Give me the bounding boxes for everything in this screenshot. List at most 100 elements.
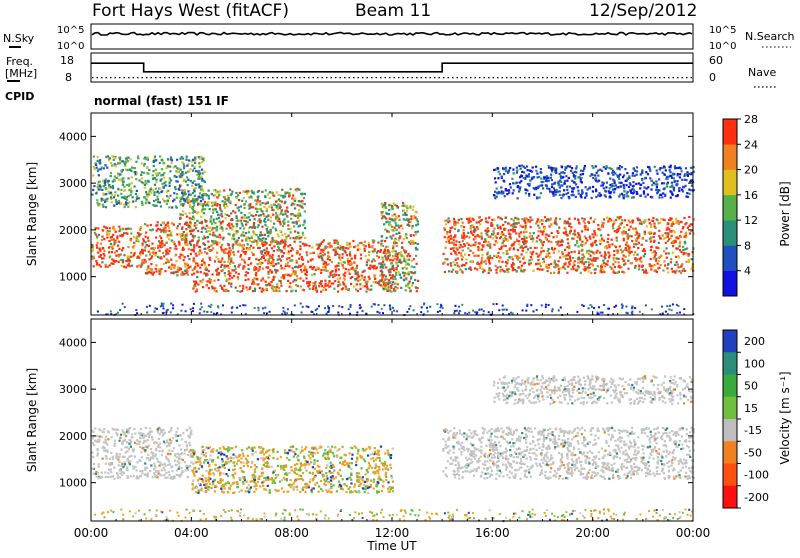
range-cell: [208, 264, 210, 266]
range-cell: [193, 204, 195, 206]
range-cell: [618, 261, 620, 263]
range-cell: [210, 304, 212, 306]
range-cell: [150, 229, 152, 231]
range-cell: [228, 267, 230, 269]
range-cell: [325, 289, 327, 291]
range-cell: [236, 307, 238, 309]
range-cell: [298, 258, 300, 260]
range-cell: [320, 269, 322, 271]
range-cell: [658, 196, 660, 198]
range-cell: [678, 223, 680, 225]
range-cell: [559, 190, 561, 192]
range-cell: [178, 244, 180, 246]
range-cell: [676, 184, 678, 186]
range-cell: [236, 223, 238, 225]
range-cell: [356, 283, 358, 285]
range-cell: [609, 254, 611, 256]
range-cell: [273, 245, 275, 247]
range-cell: [594, 240, 596, 242]
range-cell: [120, 253, 122, 255]
range-cell: [211, 223, 213, 225]
range-cell: [118, 248, 120, 250]
range-cell: [602, 260, 604, 262]
range-cell: [587, 258, 589, 260]
range-cell: [479, 265, 481, 267]
range-cell: [459, 246, 461, 248]
range-cell: [320, 255, 322, 257]
range-cell: [110, 311, 112, 313]
range-cell: [539, 196, 541, 198]
range-cell: [572, 268, 574, 270]
range-cell: [663, 182, 665, 184]
range-cell: [417, 223, 419, 225]
range-cell: [271, 206, 273, 208]
range-cell: [155, 159, 157, 161]
range-cell: [357, 249, 359, 251]
range-cell: [167, 158, 169, 160]
range-cell: [222, 230, 224, 232]
range-cell: [520, 267, 522, 269]
range-cell: [550, 218, 552, 220]
range-cell: [671, 235, 673, 237]
range-cell: [531, 253, 533, 255]
range-cell: [267, 273, 269, 275]
range-cell: [284, 195, 286, 197]
range-cell: [584, 228, 586, 230]
range-cell: [208, 270, 210, 272]
range-cell: [569, 166, 571, 168]
range-cell: [392, 278, 394, 280]
range-cell: [665, 247, 667, 249]
range-cell: [602, 312, 604, 314]
range-cell: [200, 200, 202, 202]
range-cell: [383, 223, 385, 225]
range-cell: [577, 262, 579, 264]
range-cell: [512, 263, 514, 265]
range-cell: [502, 191, 504, 193]
range-cell: [523, 236, 525, 238]
range-cell: [170, 179, 172, 181]
range-cell: [179, 233, 181, 235]
range-cell: [344, 250, 346, 252]
range-cell: [196, 255, 198, 257]
range-cell: [121, 249, 123, 251]
range-cell: [113, 228, 115, 230]
range-cell: [506, 250, 508, 252]
range-cell: [221, 258, 223, 260]
range-cell: [555, 194, 557, 196]
range-cell: [559, 218, 561, 220]
range-cell: [96, 167, 98, 169]
range-cell: [120, 189, 122, 191]
range-cell: [304, 265, 306, 267]
range-cell: [235, 242, 237, 244]
range-cell: [664, 194, 666, 196]
range-cell: [331, 282, 333, 284]
range-cell: [213, 221, 215, 223]
range-cell: [146, 306, 148, 308]
range-cell: [603, 271, 605, 273]
range-cell: [223, 261, 225, 263]
range-cell: [607, 241, 609, 243]
range-cell: [152, 170, 154, 172]
range-cell: [116, 177, 118, 179]
range-cell: [464, 312, 466, 314]
range-cell: [127, 177, 129, 179]
range-cell: [239, 263, 241, 265]
range-cell: [249, 203, 251, 205]
range-cell: [493, 255, 495, 257]
range-cell: [500, 227, 502, 229]
range-cell: [685, 196, 687, 198]
range-cell: [581, 249, 583, 251]
range-cell: [180, 169, 182, 171]
range-cell: [387, 290, 389, 292]
range-cell: [105, 193, 107, 195]
range-cell: [140, 226, 142, 228]
range-cell: [132, 246, 134, 248]
range-cell: [180, 274, 182, 276]
range-cell: [686, 261, 688, 263]
range-cell: [198, 162, 200, 164]
range-cell: [318, 305, 320, 307]
range-cell: [445, 223, 447, 225]
range-cell: [174, 175, 176, 177]
range-cell: [667, 178, 669, 180]
range-cell: [205, 204, 207, 206]
